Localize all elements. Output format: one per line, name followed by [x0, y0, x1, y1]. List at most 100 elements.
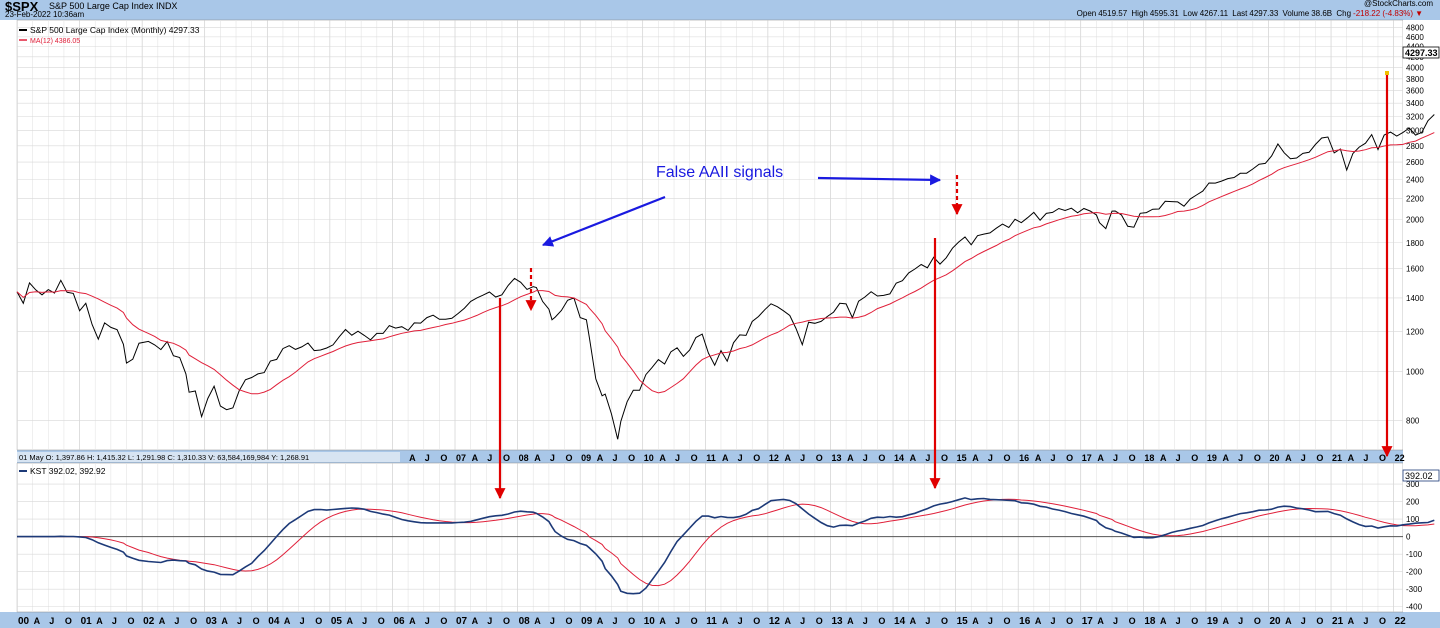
x-tick-label-mid: O [1316, 453, 1323, 463]
x-tick-label: 22 [1395, 616, 1407, 627]
x-tick-label: A [159, 616, 166, 626]
x-tick-label-mid: J [1301, 453, 1306, 463]
x-tick-label-mid: J [675, 453, 680, 463]
x-tick-label: O [1379, 616, 1386, 626]
x-tick-label: J [362, 616, 367, 626]
ma-line [16, 132, 1435, 395]
timestamp: 23-Feb-2022 10:36am [5, 10, 85, 19]
legend-ma: MA(12) 4386.05 [30, 38, 80, 45]
x-tick-label-mid: J [612, 453, 617, 463]
kst-tick-label: -400 [1406, 603, 1423, 612]
chart-header: $SPX S&P 500 Large Cap Index INDX 23-Feb… [3, 0, 1437, 19]
kst-line [17, 497, 1435, 595]
copyright: @StockCharts.com [1363, 0, 1433, 8]
x-tick-label-mid: O [503, 453, 510, 463]
x-tick-label: O [566, 616, 573, 626]
x-tick-label: J [112, 616, 117, 626]
x-tick-label-mid: J [487, 453, 492, 463]
x-tick-label-mid: A [1097, 453, 1104, 463]
x-tick-label: 14 [894, 616, 906, 627]
x-tick-label: J [487, 616, 492, 626]
x-tick-label-mid: A [409, 453, 416, 463]
x-tick-label: 19 [1207, 616, 1219, 627]
last-kst-tag-box [1402, 469, 1440, 482]
kst-tick-label: -100 [1406, 550, 1423, 559]
y-tick-label: 1400 [1406, 294, 1424, 303]
x-tick-label-mid: O [1004, 453, 1011, 463]
x-tick-label-mid: A [785, 453, 792, 463]
x-tick-label-mid: 16 [1019, 453, 1029, 463]
y-tick-label: 1600 [1406, 265, 1424, 274]
x-tick-label: A [1097, 616, 1104, 626]
x-tick-label: O [65, 616, 72, 626]
x-tick-label: O [253, 616, 260, 626]
x-tick-label: J [425, 616, 430, 626]
kst-tick-label: -300 [1406, 585, 1423, 594]
x-tick-label-mid: O [1379, 453, 1386, 463]
x-tick-label: 02 [143, 616, 155, 627]
x-tick-label-mid: J [738, 453, 743, 463]
x-tick-label: A [221, 616, 228, 626]
kst-panel [16, 462, 1404, 613]
x-tick-label: J [550, 616, 555, 626]
x-tick-label: A [910, 616, 917, 626]
x-tick-label-mid: 19 [1207, 453, 1217, 463]
x-tick-label: J [49, 616, 54, 626]
x-tick-label-mid: A [972, 453, 979, 463]
x-tick-label: J [988, 616, 993, 626]
x-tick-label: J [675, 616, 680, 626]
x-tick-label-mid: 15 [957, 453, 967, 463]
x-tick-label-mid: O [1129, 453, 1136, 463]
x-tick-label-mid: O [1191, 453, 1198, 463]
kst-tick-label: 100 [1406, 515, 1420, 524]
x-tick-label-mid: J [1050, 453, 1055, 463]
x-tick-label: A [597, 616, 604, 626]
x-tick-label-mid: 08 [519, 453, 529, 463]
y-tick-label: 2600 [1406, 158, 1424, 167]
x-tick-label: 09 [581, 616, 593, 627]
x-tick-label: J [1238, 616, 1243, 626]
x-tick-label: O [1066, 616, 1073, 626]
y-tick-label: 1000 [1406, 368, 1424, 377]
x-tick-label-mid: J [800, 453, 805, 463]
x-tick-label-mid: O [941, 453, 948, 463]
annotation-label: False AAII signals [656, 164, 783, 181]
x-tick-label: J [237, 616, 242, 626]
x-tick-label: A [1223, 616, 1230, 626]
x-tick-label: A [1035, 616, 1042, 626]
x-tick-label: J [863, 616, 868, 626]
x-tick-label: O [1316, 616, 1323, 626]
x-tick-label: 21 [1332, 616, 1344, 627]
x-tick-label: A [1348, 616, 1355, 626]
x-tick-label-mid: O [1066, 453, 1073, 463]
x-tick-label-mid: 12 [769, 453, 779, 463]
x-tick-label: A [534, 616, 541, 626]
x-tick-label-mid: 13 [831, 453, 841, 463]
symbol: $SPX [5, 0, 39, 14]
x-tick-label-mid: J [1363, 453, 1368, 463]
x-tick-label: A [409, 616, 416, 626]
x-tick-label-mid: 09 [581, 453, 591, 463]
x-tick-label: J [1301, 616, 1306, 626]
y-tick-label: 4000 [1406, 64, 1424, 73]
x-tick-label: A [96, 616, 103, 626]
x-tick-label-mid: J [988, 453, 993, 463]
x-tick-label: O [1254, 616, 1261, 626]
x-tick-label: J [1176, 616, 1181, 626]
x-tick-label: 15 [957, 616, 969, 627]
x-tick-label-mid: A [1285, 453, 1292, 463]
x-tick-label: 07 [456, 616, 468, 627]
y-tick-label: 3200 [1406, 112, 1424, 121]
x-tick-label: J [738, 616, 743, 626]
y-tick-label: 3400 [1406, 99, 1424, 108]
x-tick-label: O [941, 616, 948, 626]
y-tick-label: 4600 [1406, 33, 1424, 42]
x-tick-label-mid: O [440, 453, 447, 463]
x-tick-label: O [315, 616, 322, 626]
kst-tick-label: -200 [1406, 568, 1423, 577]
y-tick-label: 4800 [1406, 24, 1424, 33]
legend-kst: KST 392.02, 392.92 [30, 466, 106, 476]
x-tick-label-mid: O [628, 453, 635, 463]
mid-axis-band [17, 452, 1403, 462]
